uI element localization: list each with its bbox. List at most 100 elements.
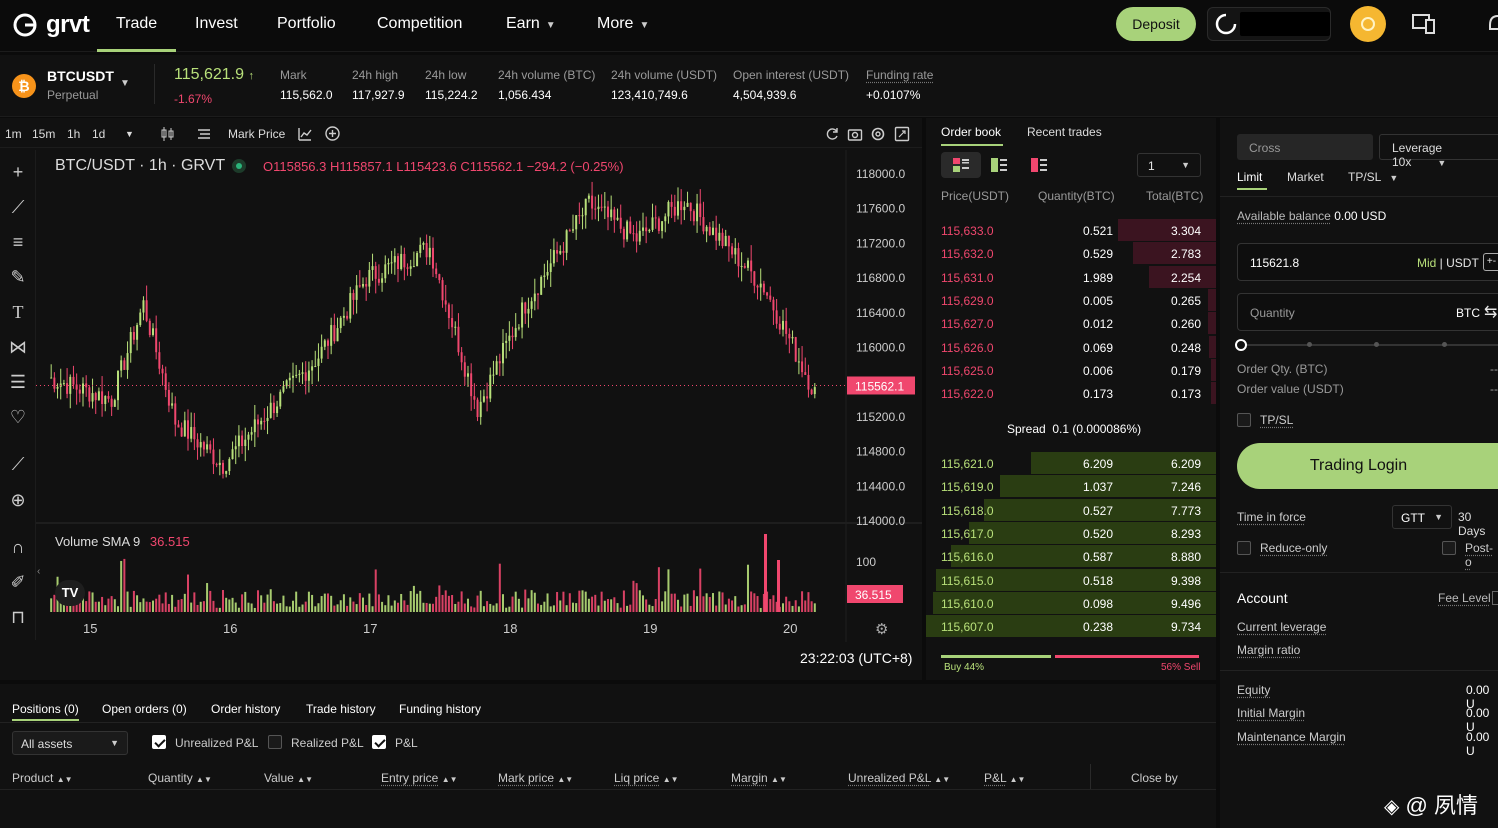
brush-icon[interactable]: ✎ — [10, 267, 26, 287]
col-entry-price[interactable]: Entry price ▲▼ — [381, 771, 458, 785]
col-quantity[interactable]: Quantity ▲▼ — [148, 771, 212, 785]
nav-more[interactable]: More ▼ — [597, 15, 650, 32]
tab-open-orders[interactable]: Open orders (0) — [102, 702, 187, 716]
favorite-heart-icon[interactable]: ♡ — [9, 407, 27, 427]
post-only-checkbox[interactable] — [1442, 541, 1456, 555]
settings-gear-icon[interactable] — [870, 126, 886, 142]
bid-row[interactable]: 115,617.0 0.520 8.293 — [926, 521, 1216, 544]
tpsl-checkbox[interactable] — [1237, 413, 1251, 427]
ask-row[interactable]: 115,633.0 0.521 3.304 — [926, 219, 1216, 241]
margin-mode-select[interactable]: Cross — [1237, 134, 1373, 160]
tradingview-logo[interactable]: TV — [55, 580, 85, 606]
tab-trade-history[interactable]: Trade history — [306, 702, 376, 716]
fee-level-link[interactable]: Fee Level — [1438, 591, 1491, 605]
camera-icon[interactable] — [847, 126, 863, 142]
slider-tick[interactable] — [1307, 342, 1312, 347]
bid-row[interactable]: 115,619.0 1.037 7.246 — [926, 475, 1216, 498]
brand-logo[interactable]: grvt — [12, 10, 90, 40]
horizontal-lines-icon[interactable]: ≡ — [12, 232, 24, 252]
bid-row[interactable]: 115,607.0 0.238 9.734 — [926, 615, 1216, 638]
view-bids-icon[interactable] — [991, 158, 1007, 172]
slider-tick[interactable] — [1442, 342, 1447, 347]
add-indicator-icon[interactable] — [324, 125, 341, 142]
devices-icon[interactable] — [1412, 13, 1436, 35]
slider-tick[interactable] — [1374, 342, 1379, 347]
tab-order-history[interactable]: Order history — [211, 702, 281, 716]
bid-row[interactable]: 115,616.0 0.587 8.880 — [926, 545, 1216, 568]
tab-positions[interactable]: Positions (0) — [12, 702, 79, 716]
stat-funding-rate[interactable]: Funding rate +0.0107% — [866, 68, 934, 102]
col-product[interactable]: Product ▲▼ — [12, 771, 73, 785]
nav-portfolio[interactable]: Portfolio — [277, 15, 336, 32]
deposit-button[interactable]: Deposit — [1116, 7, 1196, 41]
line-chart-icon[interactable] — [297, 126, 313, 142]
collapse-arrow-icon[interactable]: ‹ — [37, 566, 41, 577]
tab-limit[interactable]: Limit — [1237, 170, 1263, 184]
text-tool-icon[interactable]: T — [12, 302, 24, 322]
mark-price-toggle[interactable]: Mark Price — [228, 127, 286, 141]
unlock-icon[interactable]: ⊓ — [10, 607, 26, 627]
col-pnl[interactable]: P&L ▲▼ — [984, 771, 1026, 785]
view-both-button[interactable] — [941, 152, 981, 178]
tif-select[interactable]: GTT ▼ — [1392, 505, 1452, 529]
fee-level-icon[interactable] — [1492, 591, 1498, 605]
symbol-name[interactable]: BTCUSDT — [47, 68, 114, 84]
nav-invest[interactable]: Invest — [195, 15, 238, 32]
ask-row[interactable]: 115,631.0 1.989 2.254 — [926, 265, 1216, 288]
price-input[interactable]: 115621.8 Mid | USDT +- — [1237, 243, 1498, 281]
col-liq-price[interactable]: Liq price ▲▼ — [614, 771, 679, 785]
nav-trade[interactable]: Trade — [116, 15, 158, 32]
view-asks-icon[interactable] — [1031, 158, 1047, 172]
bid-row[interactable]: 115,618.0 0.527 7.773 — [926, 498, 1216, 521]
candlestick-chart[interactable]: 118000.0 117600.0 117200.0 116800.0 116400.0… — [36, 150, 922, 642]
avatar[interactable] — [1350, 6, 1386, 42]
tab-market[interactable]: Market — [1287, 170, 1324, 184]
quantity-slider-track[interactable] — [1241, 344, 1498, 346]
interval-1h[interactable]: 1h — [67, 127, 81, 141]
tab-tpsl[interactable]: TP/SL ▼ — [1348, 170, 1399, 184]
bid-row[interactable]: 115,615.0 0.518 9.398 — [926, 568, 1216, 591]
ask-row[interactable]: 115,627.0 0.012 0.260 — [926, 312, 1216, 335]
symbol-dropdown-chevron-icon[interactable]: ▼ — [120, 78, 130, 89]
leverage-select[interactable]: Leverage 10x ▼ — [1379, 134, 1498, 169]
refresh-icon[interactable] — [824, 126, 840, 142]
ask-row[interactable]: 115,625.0 0.006 0.179 — [926, 358, 1216, 381]
trend-line-icon[interactable]: ⟋ — [11, 197, 25, 217]
ask-row[interactable]: 115,629.0 0.005 0.265 — [926, 288, 1216, 311]
quantity-input[interactable]: Quantity BTC ⇆ — [1237, 293, 1498, 331]
fullscreen-icon[interactable] — [894, 126, 910, 142]
pattern-icon[interactable]: ⋈ — [9, 337, 27, 357]
col-margin[interactable]: Margin ▲▼ — [731, 771, 787, 785]
tab-recent-trades[interactable]: Recent trades — [1027, 125, 1102, 139]
unrealized-pnl-checkbox[interactable] — [152, 735, 166, 749]
magnet-icon[interactable]: ∩ — [11, 537, 25, 557]
indicators-icon[interactable] — [196, 126, 212, 142]
interval-15m[interactable]: 15m — [32, 127, 56, 141]
tif-days[interactable]: 30 Days — [1458, 510, 1486, 538]
fib-icon[interactable]: ☰ — [9, 372, 27, 392]
quantity-slider-handle[interactable] — [1235, 339, 1247, 351]
col-mark-price[interactable]: Mark price ▲▼ — [498, 771, 574, 785]
candle-style-icon[interactable] — [160, 126, 176, 142]
ruler-icon[interactable]: ⟋ — [11, 454, 25, 474]
col-unrealized-pnl[interactable]: Unrealized P&L ▲▼ — [848, 771, 951, 785]
reduce-only-checkbox[interactable] — [1237, 541, 1251, 555]
nav-earn[interactable]: Earn ▼ — [506, 15, 556, 32]
nav-competition[interactable]: Competition — [377, 15, 463, 32]
realized-pnl-checkbox[interactable] — [268, 735, 282, 749]
notification-bell-icon[interactable] — [1488, 13, 1498, 35]
tab-order-book[interactable]: Order book — [941, 125, 1002, 139]
interval-dropdown-chevron-icon[interactable]: ▼ — [125, 129, 134, 139]
bid-row[interactable]: 115,610.0 0.098 9.496 — [926, 591, 1216, 614]
interval-1m[interactable]: 1m — [5, 127, 22, 141]
ask-row[interactable]: 115,632.0 0.529 2.783 — [926, 242, 1216, 265]
scale-settings-gear-icon[interactable]: ⚙ — [875, 621, 889, 638]
lock-drawing-icon[interactable]: ✐ — [10, 572, 26, 592]
depth-select[interactable]: 1 ▼ — [1137, 153, 1201, 177]
interval-1d[interactable]: 1d — [92, 127, 106, 141]
ask-row[interactable]: 115,626.0 0.069 0.248 — [926, 335, 1216, 358]
ask-row[interactable]: 115,622.0 0.173 0.173 — [926, 382, 1216, 405]
trading-login-button[interactable]: Trading Login — [1237, 443, 1498, 489]
zoom-in-icon[interactable]: ⊕ — [10, 490, 26, 510]
asset-filter-select[interactable]: All assets ▼ — [12, 731, 128, 755]
